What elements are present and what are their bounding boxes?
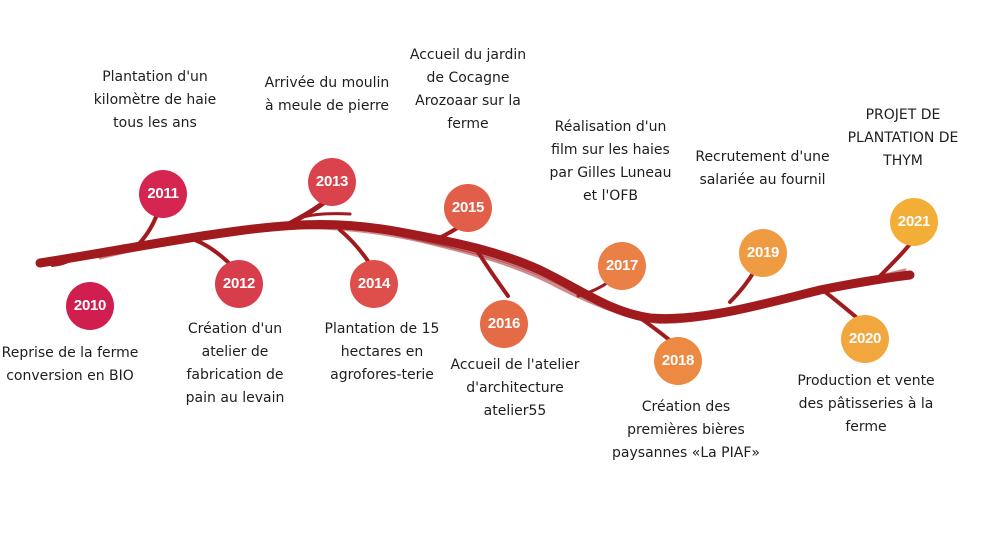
twig-2014 bbox=[338, 228, 372, 266]
year-badge-2019: 2019 bbox=[739, 229, 787, 277]
event-label-2020: Production et vente des pâtisseries à la… bbox=[797, 373, 935, 435]
event-label-2011: Plantation d'un kilomètre de haie tous l… bbox=[93, 69, 217, 131]
event-label-2019: Recrutement d'une salariée au fournil bbox=[695, 149, 830, 188]
year-badge-2016: 2016 bbox=[480, 300, 528, 348]
event-label-2012: Création d'un atelier de fabrication de … bbox=[185, 321, 285, 406]
year-badge-2015: 2015 bbox=[444, 184, 492, 232]
twig-2021 bbox=[878, 242, 912, 278]
year-badge-2021: 2021 bbox=[890, 198, 938, 246]
year-badge-2010: 2010 bbox=[66, 282, 114, 330]
year-badge-2013: 2013 bbox=[308, 158, 356, 206]
event-label-2018: Création des premières bières paysannes … bbox=[612, 399, 760, 461]
event-label-2014: Plantation de 15 hectares en agrofores-t… bbox=[324, 321, 440, 383]
event-label-2017: Réalisation d'un film sur les haies par … bbox=[549, 119, 672, 204]
event-label-2013: Arrivée du moulin à meule de pierre bbox=[264, 75, 390, 114]
event-label-2010: Reprise de la ferme conversion en BIO bbox=[1, 345, 139, 384]
year-badge-2012: 2012 bbox=[215, 260, 263, 308]
year-badge-2014: 2014 bbox=[350, 260, 398, 308]
event-label-2021: PROJET DE PLANTATION DE THYM bbox=[847, 107, 959, 169]
twig-2016 bbox=[476, 250, 510, 298]
event-label-2015: Accueil du jardin de Cocagne Arozoaar su… bbox=[409, 47, 527, 132]
year-badge-2017: 2017 bbox=[598, 242, 646, 290]
year-badge-2018: 2018 bbox=[654, 337, 702, 385]
event-label-2016: Accueil de l'atelier d'architecture atel… bbox=[450, 357, 580, 419]
year-badge-2011: 2011 bbox=[139, 170, 187, 218]
year-badge-2020: 2020 bbox=[841, 315, 889, 363]
twig-2019 bbox=[728, 268, 757, 304]
